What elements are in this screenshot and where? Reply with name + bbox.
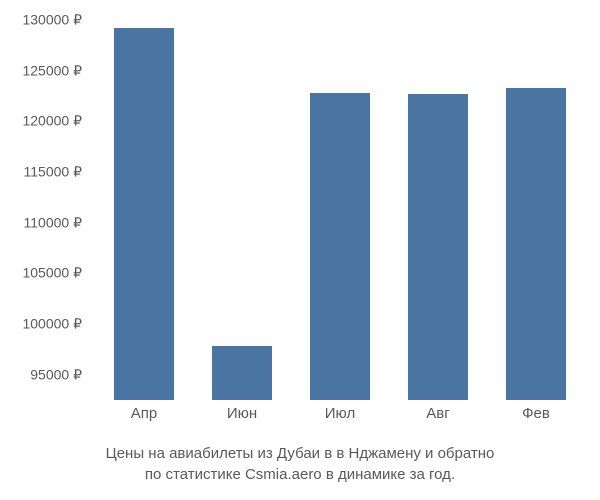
caption-line-2: по статистике Csmia.aero в динамике за г… [145,466,455,483]
bar-chart: 95000 ₽ 100000 ₽ 105000 ₽ 110000 ₽ 115000 ₽ 1… [0,0,600,500]
x-tick-label: Июл [325,405,355,422]
y-axis: 95000 ₽ 100000 ₽ 105000 ₽ 110000 ₽ 115000 ₽ 1… [0,20,90,400]
x-tick-label: Июн [227,405,257,422]
y-tick-label: 115000 ₽ [24,164,82,181]
chart-caption: Цены на авиабилеты из Дубаи в в Нджамену… [0,443,600,485]
x-tick-label: Апр [131,405,157,422]
y-tick-label: 125000 ₽ [22,62,82,79]
bar [114,28,175,400]
y-tick-label: 100000 ₽ [22,316,82,333]
x-tick-label: Фев [522,405,550,422]
plot-area [95,20,585,400]
caption-line-1: Цены на авиабилеты из Дубаи в в Нджамену… [106,445,495,462]
y-tick-label: 110000 ₽ [24,214,82,231]
bar [310,93,371,400]
x-tick-label: Авг [426,405,449,422]
bar [212,346,273,400]
y-tick-label: 105000 ₽ [22,265,82,282]
x-axis: Апр Июн Июл Авг Фев [95,405,585,435]
bar [506,88,567,400]
bar [408,94,469,400]
y-tick-label: 130000 ₽ [22,12,82,29]
y-tick-label: 120000 ₽ [22,113,82,130]
y-tick-label: 95000 ₽ [30,366,82,383]
